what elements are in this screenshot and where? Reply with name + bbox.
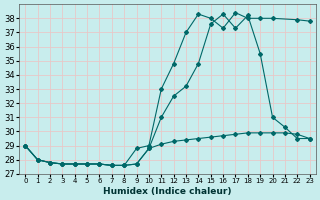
X-axis label: Humidex (Indice chaleur): Humidex (Indice chaleur) <box>103 187 232 196</box>
